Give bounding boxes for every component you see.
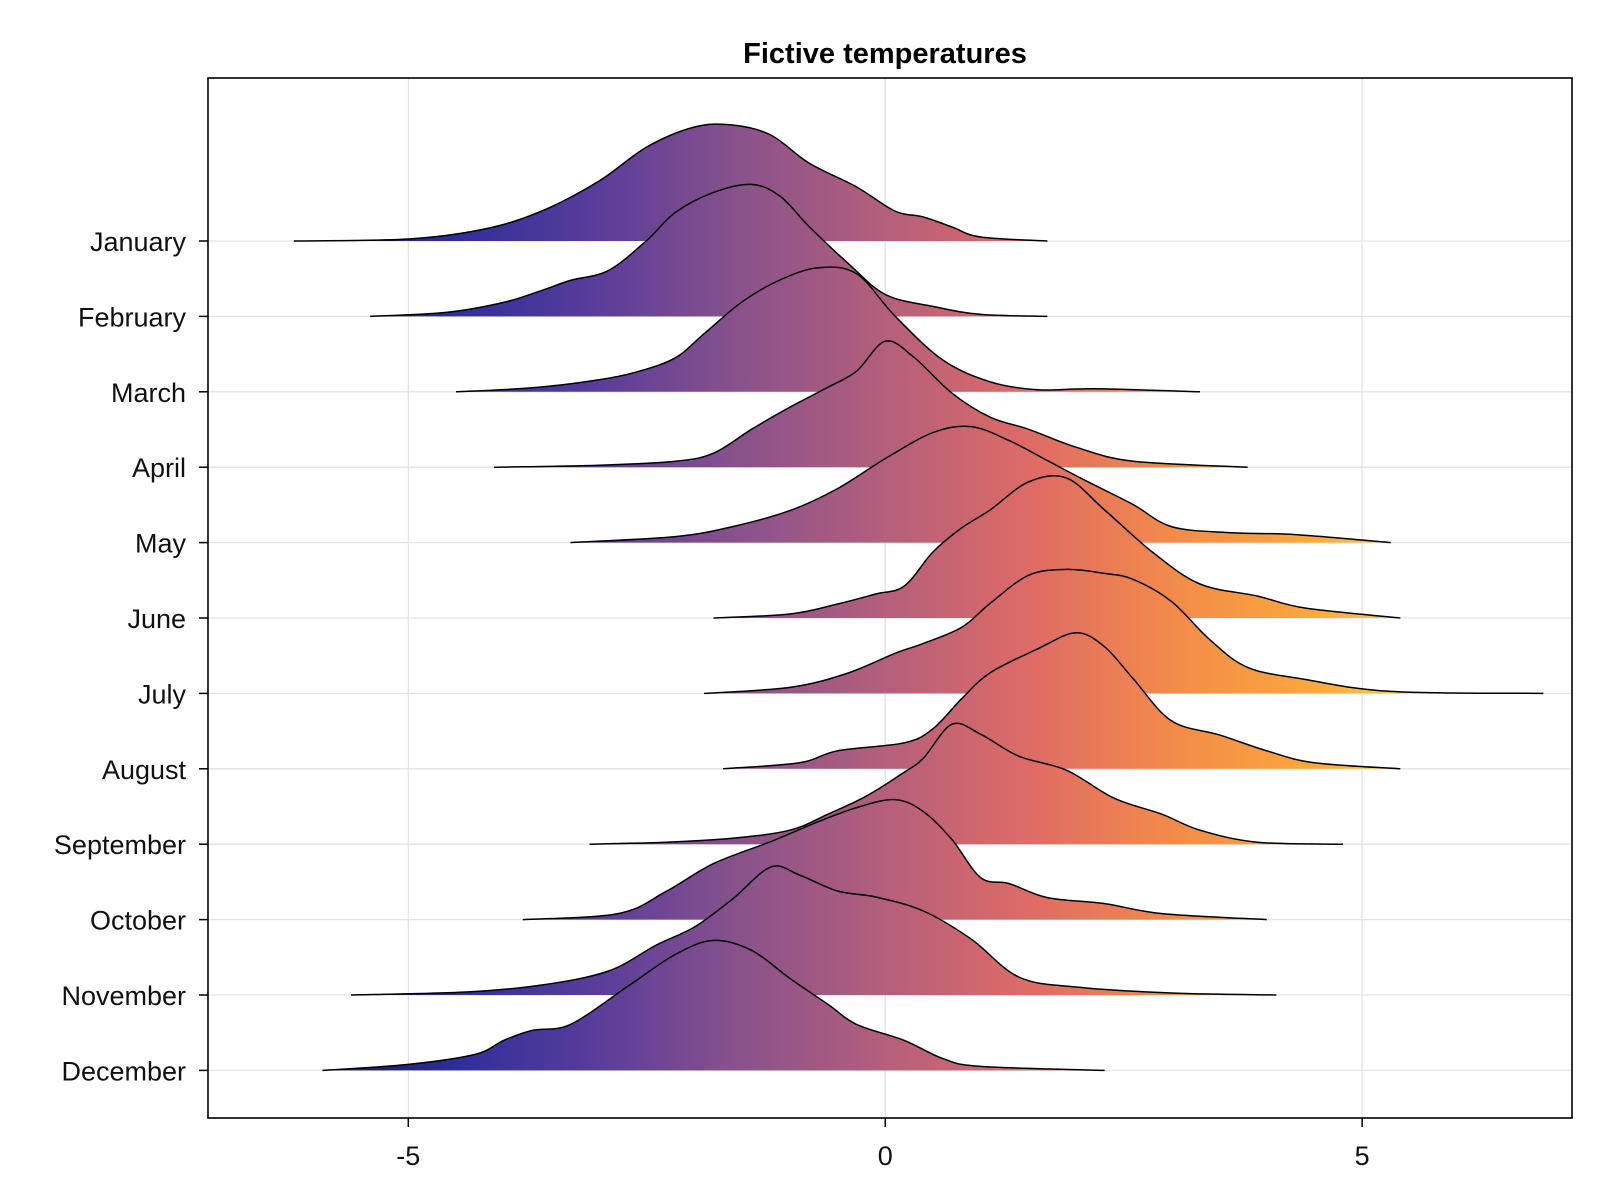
y-tick-label: May bbox=[135, 529, 187, 559]
ridge-area bbox=[704, 569, 1544, 694]
ridge-march bbox=[455, 266, 1201, 393]
y-tick-label: October bbox=[90, 906, 186, 936]
ridge-area bbox=[351, 865, 1277, 995]
ridge-november bbox=[351, 865, 1277, 996]
ridge-april bbox=[494, 340, 1248, 468]
ridge-december bbox=[322, 939, 1105, 1072]
ridge-area bbox=[723, 632, 1401, 769]
ridges bbox=[293, 123, 1544, 1072]
ridge-outline bbox=[713, 475, 1401, 619]
ridge-area bbox=[713, 475, 1401, 618]
ridge-january bbox=[293, 123, 1048, 242]
ridge-outline bbox=[703, 568, 1544, 695]
ridge-outline bbox=[522, 798, 1267, 921]
ridge-outline bbox=[570, 425, 1391, 544]
ridge-may bbox=[570, 425, 1391, 544]
ridge-area bbox=[570, 426, 1391, 543]
y-tick-label: April bbox=[132, 453, 186, 483]
ridge-outline bbox=[370, 183, 1048, 318]
plot-frame bbox=[207, 77, 1573, 1119]
ridge-area bbox=[494, 340, 1248, 468]
x-tick-label: 0 bbox=[878, 1141, 893, 1171]
ridge-area bbox=[522, 799, 1267, 920]
ridge-outline bbox=[494, 340, 1248, 468]
y-tick-label: November bbox=[61, 981, 186, 1011]
ridge-june bbox=[713, 475, 1401, 619]
ridge-october bbox=[522, 798, 1267, 921]
y-tick-label: August bbox=[102, 755, 187, 785]
y-tick-label: March bbox=[111, 378, 186, 408]
ridge-outline bbox=[589, 722, 1344, 845]
x-tick-label: -5 bbox=[396, 1141, 420, 1171]
ridge-area bbox=[293, 124, 1048, 241]
ridge-area bbox=[589, 723, 1344, 845]
ridge-july bbox=[703, 568, 1544, 695]
ridge-outline bbox=[293, 123, 1048, 242]
y-tick-label: September bbox=[54, 830, 186, 860]
axes: -5 0 5 January February March April May June July… bbox=[54, 227, 1370, 1171]
ridge-september bbox=[589, 722, 1344, 845]
y-tick-label: December bbox=[61, 1056, 186, 1086]
ridge-outline bbox=[723, 632, 1401, 770]
x-tick-label: 5 bbox=[1355, 1141, 1370, 1171]
ridge-outline bbox=[351, 865, 1277, 996]
y-tick-label: February bbox=[78, 302, 187, 332]
chart-title: Fictive temperatures bbox=[743, 38, 1027, 70]
ridge-area bbox=[456, 267, 1200, 392]
ridge-area bbox=[370, 184, 1048, 317]
y-tick-label: July bbox=[138, 679, 187, 709]
y-tick-label: June bbox=[127, 604, 186, 634]
y-tick-label: January bbox=[90, 227, 187, 257]
ridge-february bbox=[370, 183, 1048, 318]
ridge-area bbox=[322, 940, 1105, 1071]
ridge-outline bbox=[322, 939, 1105, 1072]
ridge-august bbox=[723, 632, 1401, 770]
ridge-outline bbox=[455, 266, 1201, 393]
